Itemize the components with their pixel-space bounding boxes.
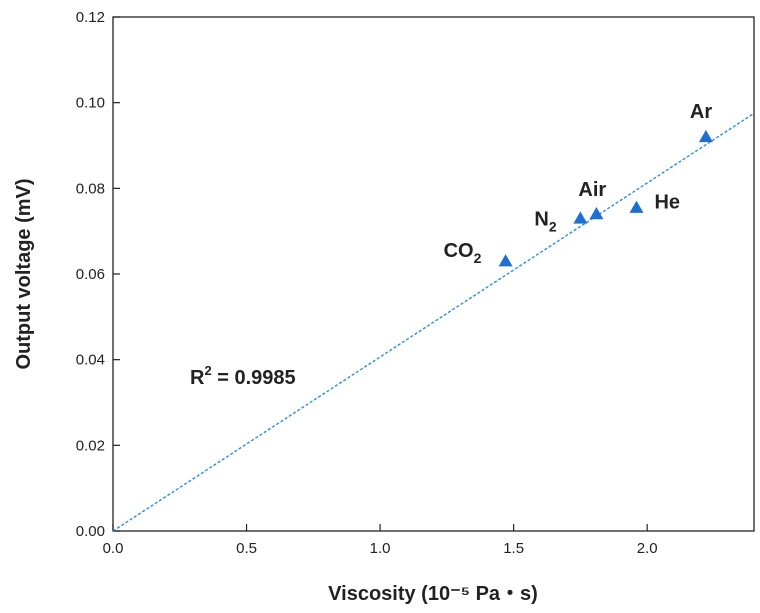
y-tick-label: 0.08	[76, 180, 105, 197]
data-point-marker	[589, 207, 604, 220]
fit-line	[112, 112, 755, 532]
x-tick-label: 2.0	[637, 540, 658, 557]
x-tick-label: 0.5	[236, 540, 257, 557]
data-point-label: He	[654, 192, 680, 214]
x-tick-label: 1.5	[503, 540, 524, 557]
data-point-label: N2	[534, 208, 556, 234]
y-tick-label: 0.10	[76, 95, 105, 112]
data-point-marker	[573, 211, 588, 224]
data-point-label: Air	[578, 179, 606, 201]
data-point-marker	[498, 254, 513, 267]
y-tick-label: 0.12	[76, 9, 105, 26]
r-squared-annotation: R2 = 0.9985	[190, 363, 296, 389]
x-axis-ticks: 0.0 0.5 1.0 1.5 2.0	[103, 524, 658, 557]
y-axis-label: Output voltage (mV)	[13, 178, 35, 369]
y-axis-ticks: 0.00 0.02 0.04 0.06 0.08 0.10 0.12	[76, 9, 120, 540]
data-point-marker	[698, 129, 713, 143]
y-tick-label: 0.04	[76, 352, 105, 369]
x-tick-label: 0.0	[103, 540, 124, 557]
data-point-label: CO2	[444, 240, 482, 266]
x-axis-label: Viscosity (10⁻⁵ Pa・s)	[328, 583, 538, 605]
y-tick-label: 0.02	[76, 437, 105, 454]
data-point-marker	[629, 200, 644, 213]
y-tick-label: 0.06	[76, 266, 105, 283]
plot-frame	[112, 16, 755, 532]
x-tick-label: 1.0	[370, 540, 391, 557]
y-tick-label: 0.00	[76, 523, 105, 540]
data-points: CO2 N2 Air He Ar	[444, 101, 713, 267]
data-point-label: Ar	[690, 101, 712, 123]
